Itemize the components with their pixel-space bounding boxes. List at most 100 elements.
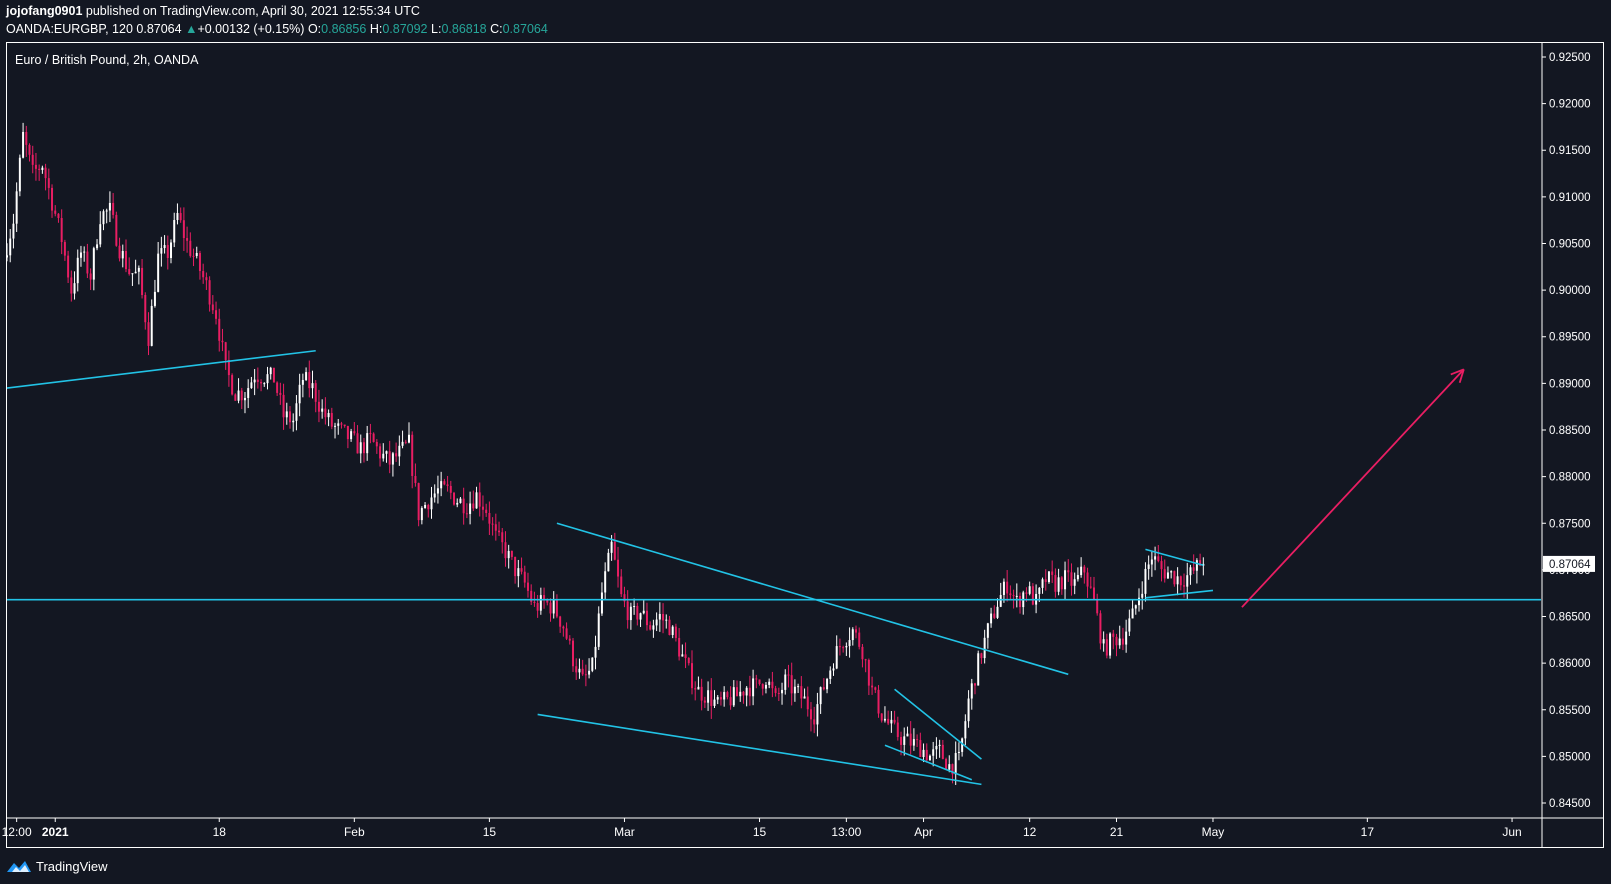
candle <box>967 690 970 728</box>
trend-line[interactable] <box>537 713 982 786</box>
publish-info: jojofang0901 published on TradingView.co… <box>6 4 420 20</box>
candle <box>1134 604 1137 615</box>
candle <box>536 594 539 618</box>
candle <box>266 366 269 390</box>
candle <box>662 603 665 634</box>
candle <box>166 235 169 270</box>
candle <box>433 484 436 503</box>
candle <box>1060 576 1063 595</box>
price-tick-label: 0.86000 <box>1549 658 1591 670</box>
candle <box>379 443 382 467</box>
trend-line[interactable] <box>556 522 1069 676</box>
candle <box>205 272 208 290</box>
trend-line[interactable] <box>884 744 973 781</box>
candle <box>388 440 391 474</box>
candle <box>311 370 314 399</box>
candle <box>260 379 263 392</box>
candle <box>134 259 137 274</box>
price-axis: 0.92500 0.92000 0.91500 0.91000 0.90500 0.900… <box>1542 52 1591 810</box>
candle <box>298 373 301 417</box>
candle <box>896 716 899 741</box>
candle <box>218 308 221 352</box>
candle <box>861 643 864 668</box>
candle <box>18 154 21 197</box>
candle <box>948 755 951 773</box>
trend-line[interactable] <box>894 688 982 760</box>
candle <box>202 263 205 284</box>
candle <box>44 163 47 191</box>
candle <box>150 299 153 347</box>
time-tick-label: 12 <box>1023 825 1037 839</box>
candle <box>253 369 256 396</box>
trend-line[interactable] <box>1145 548 1204 566</box>
candle <box>623 586 626 608</box>
candle <box>584 664 587 687</box>
candle <box>800 676 803 709</box>
candle <box>99 211 102 248</box>
open-label: O: <box>307 22 322 36</box>
candle <box>707 681 710 711</box>
candle <box>893 710 896 725</box>
candle <box>334 422 337 439</box>
candle <box>626 590 629 629</box>
candle <box>591 657 594 673</box>
trend-line[interactable] <box>6 349 316 389</box>
candle <box>568 635 571 645</box>
candle <box>131 273 134 286</box>
candle <box>491 517 494 536</box>
candle <box>906 726 909 737</box>
candle <box>1019 592 1022 614</box>
candle <box>395 442 398 462</box>
candle <box>980 652 983 664</box>
price-tick-label: 0.89500 <box>1549 332 1591 344</box>
candle <box>559 615 562 633</box>
candle <box>31 145 34 174</box>
price-tick-label: 0.91500 <box>1549 145 1591 157</box>
candle <box>639 612 642 628</box>
candle <box>990 607 993 628</box>
author-name[interactable]: jojofang0901 <box>6 4 83 18</box>
candle <box>398 435 401 466</box>
candle <box>163 235 166 254</box>
candle <box>449 480 452 500</box>
candle <box>366 425 369 461</box>
candle <box>488 501 491 536</box>
candle <box>941 739 944 760</box>
symbol-label: OANDA:EURGBP, 120 <box>6 22 133 36</box>
candle <box>446 475 449 492</box>
candle <box>1086 567 1089 598</box>
time-tick-label: 15 <box>753 825 767 839</box>
candle <box>694 681 697 701</box>
candle <box>237 378 240 404</box>
candle <box>453 491 456 506</box>
candle <box>324 397 327 425</box>
candle <box>382 443 385 462</box>
time-tick-label: May <box>1202 825 1225 839</box>
candle <box>424 502 427 509</box>
candle <box>63 239 66 261</box>
candle <box>1080 557 1083 578</box>
candle <box>909 721 912 755</box>
trend-line[interactable] <box>1145 589 1214 599</box>
candle <box>67 250 70 283</box>
candle <box>401 430 404 449</box>
forecast-arrow[interactable] <box>1241 368 1465 608</box>
candle <box>243 392 246 414</box>
footer-brand-label: TradingView <box>36 858 108 874</box>
candle <box>858 627 861 650</box>
candle <box>1121 627 1124 651</box>
price-tick-label: 0.87500 <box>1549 518 1591 530</box>
candle <box>848 627 851 658</box>
candle <box>973 682 976 695</box>
candle <box>1051 560 1054 584</box>
candle <box>224 341 227 370</box>
candle <box>668 615 671 636</box>
close-label: C: <box>490 22 503 36</box>
candle <box>1057 568 1060 596</box>
footer-brand[interactable]: TradingView <box>6 856 108 876</box>
candle <box>645 602 648 631</box>
candle <box>819 686 822 714</box>
candle <box>588 658 591 679</box>
candle <box>469 491 472 525</box>
